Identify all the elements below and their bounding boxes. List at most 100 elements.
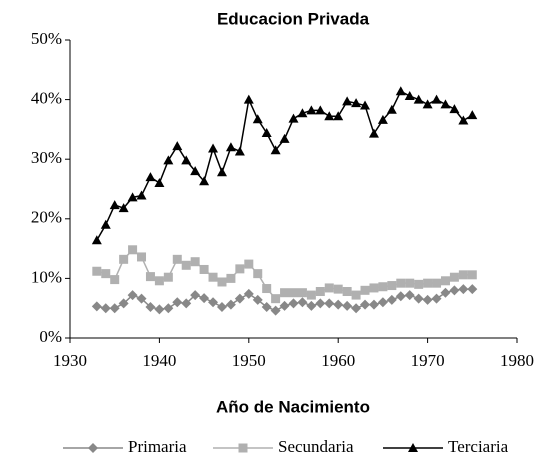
y-tick-label: 50% [31, 29, 62, 48]
marker [217, 277, 227, 287]
marker [297, 108, 308, 118]
marker [252, 294, 263, 305]
marker [225, 142, 236, 152]
marker [243, 288, 254, 299]
marker [253, 269, 263, 279]
marker [91, 301, 102, 312]
marker [467, 270, 477, 280]
marker [369, 283, 379, 293]
marker [386, 104, 397, 114]
marker [181, 298, 192, 309]
marker [208, 297, 219, 308]
marker [324, 111, 335, 121]
marker [405, 278, 415, 288]
legend-label: Primaria [128, 437, 187, 456]
marker [154, 178, 165, 188]
marker [404, 91, 415, 101]
marker [118, 298, 129, 309]
marker [333, 299, 344, 310]
marker [351, 303, 362, 314]
marker [163, 155, 174, 165]
marker [342, 96, 353, 106]
marker [280, 288, 290, 298]
marker [154, 276, 164, 286]
marker [100, 219, 111, 229]
marker [467, 284, 478, 295]
marker [378, 282, 388, 292]
marker [137, 252, 147, 262]
marker [262, 284, 272, 294]
x-tick-label: 1980 [500, 351, 534, 370]
legend-label: Terciaria [448, 437, 509, 456]
marker [270, 145, 281, 155]
marker [110, 275, 120, 285]
marker [324, 298, 335, 309]
marker [216, 167, 227, 177]
marker [190, 290, 201, 301]
marker [172, 297, 183, 308]
chart-title: Educacion Privada [217, 9, 370, 28]
marker [181, 155, 192, 165]
marker [297, 288, 307, 298]
marker [154, 304, 165, 315]
marker [226, 273, 236, 283]
marker [440, 99, 451, 109]
marker [368, 299, 379, 310]
marker [413, 94, 424, 104]
marker [458, 284, 469, 295]
marker [422, 294, 433, 305]
marker [396, 278, 406, 288]
y-tick-label: 0% [39, 327, 62, 346]
marker [109, 303, 120, 314]
marker [395, 291, 406, 302]
marker [333, 111, 344, 121]
marker [243, 94, 254, 104]
marker [333, 284, 343, 294]
marker [422, 99, 433, 109]
marker [289, 288, 298, 298]
marker [91, 235, 102, 245]
x-tick-label: 1940 [142, 351, 176, 370]
marker [279, 300, 290, 311]
marker [449, 285, 460, 296]
marker [360, 285, 370, 295]
marker [467, 110, 478, 120]
marker [386, 294, 397, 305]
y-tick-label: 30% [31, 148, 62, 167]
marker [458, 115, 469, 125]
marker [288, 113, 299, 123]
marker [440, 287, 451, 298]
marker [342, 300, 353, 311]
legend-marker [238, 443, 248, 453]
marker [109, 200, 120, 210]
legend-marker [408, 443, 418, 452]
marker [127, 192, 138, 202]
marker [145, 272, 155, 282]
marker [404, 290, 415, 301]
x-tick-label: 1950 [232, 351, 266, 370]
marker [449, 104, 460, 114]
marker [315, 298, 326, 309]
marker [163, 303, 174, 314]
marker [119, 254, 129, 264]
marker [234, 146, 245, 156]
marker [440, 276, 450, 286]
marker [172, 141, 183, 151]
y-tick-label: 10% [31, 267, 62, 286]
marker [163, 272, 173, 282]
marker [190, 257, 200, 267]
marker [92, 266, 102, 276]
marker [190, 166, 201, 176]
marker [297, 297, 308, 308]
marker [413, 293, 424, 304]
marker [208, 143, 219, 153]
marker [270, 305, 281, 316]
marker [127, 290, 138, 301]
marker [395, 86, 406, 96]
marker [306, 290, 316, 300]
marker [128, 245, 138, 255]
marker [118, 203, 129, 213]
marker [377, 114, 388, 124]
